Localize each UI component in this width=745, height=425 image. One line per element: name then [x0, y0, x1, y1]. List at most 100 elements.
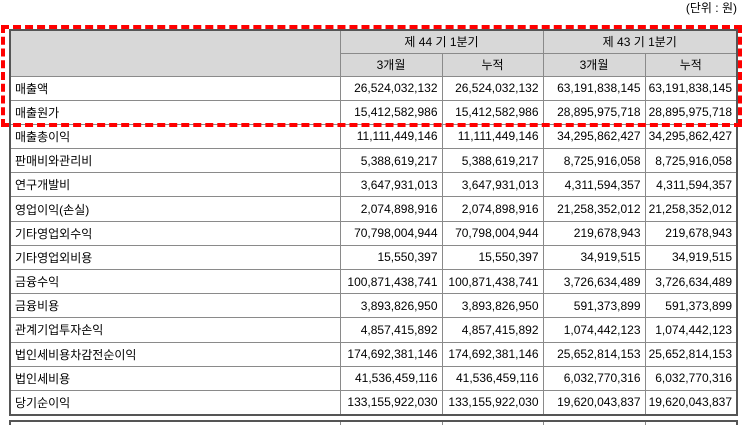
cell-period43-3months: 3,726,634,489: [542, 268, 646, 295]
table-body: 매출액 26,524,032,132 26,524,032,132 63,191…: [9, 75, 738, 416]
cell-period44-3months: 4,857,415,892: [339, 317, 443, 343]
cell-period43-cumulative: 3,726,634,489: [644, 268, 738, 295]
cell-period43-cumulative: 34,295,862,427: [644, 123, 738, 150]
cell-period44-3months: 3,893,826,950: [339, 293, 443, 319]
table-row: 연구개발비 3,647,931,013 3,647,931,013 4,311,…: [9, 172, 738, 198]
cell-period43-cumulative: 8,725,916,058: [644, 148, 738, 174]
cell-period43-cumulative: 6,032,770,316: [644, 365, 738, 391]
cell-period44-3months: 2,074,898,916: [339, 196, 443, 222]
cell-period44-3months: 3,647,931,013: [339, 172, 443, 198]
table-row: 금융비용 3,893,826,950 3,893,826,950 591,373…: [9, 293, 738, 319]
subcol-43-cumulative: 누적: [644, 52, 738, 77]
row-label: 금융수익: [9, 268, 341, 295]
row-label: 연구개발비: [9, 172, 341, 198]
row-label: 법인세비용: [9, 365, 341, 391]
table-row: 기타영업외수익 70,798,004,944 70,798,004,944 21…: [9, 220, 738, 246]
cell-period44-3months: 70,798,004,944: [339, 220, 443, 246]
cell-period43-3months: 19,620,043,837: [542, 389, 646, 416]
cell-period44-3months: 11,111,449,146: [339, 123, 443, 150]
table-row: 법인세비용 41,536,459,116 41,536,459,116 6,03…: [9, 365, 738, 391]
cell-period44-cumulative: 5,388,619,217: [441, 148, 544, 174]
cell-period44-cumulative: 100,871,438,741: [441, 268, 544, 295]
row-label: 당기순이익: [9, 389, 341, 416]
sliver-row: [9, 420, 738, 425]
table-row: 당기순이익 133,155,922,030 133,155,922,030 19…: [9, 389, 738, 416]
subcol-44-3months: 3개월: [339, 52, 443, 77]
row-label: 관계기업투자손익: [9, 317, 341, 343]
cell-period43-cumulative: 219,678,943: [644, 220, 738, 246]
unit-label: (단위 : 원): [685, 1, 737, 15]
cell-period44-cumulative: 15,550,397: [441, 244, 544, 271]
table-row: 영업이익(손실) 2,074,898,916 2,074,898,916 21,…: [9, 196, 738, 222]
cell-period43-3months: 8,725,916,058: [542, 148, 646, 174]
cell-period44-cumulative: 15,412,582,986: [441, 99, 544, 125]
cell-period43-3months: 28,895,975,718: [542, 99, 646, 125]
cell-period43-3months: 591,373,899: [542, 293, 646, 319]
cell-period43-3months: 34,295,862,427: [542, 123, 646, 150]
cell-period43-cumulative: 25,652,814,153: [644, 341, 738, 367]
cell-period44-3months: 41,536,459,116: [339, 365, 443, 391]
cell-period44-3months: 174,692,381,146: [339, 341, 443, 367]
cell-period43-cumulative: 21,258,352,012: [644, 196, 738, 222]
row-label: 매출액: [9, 75, 341, 101]
cell-period43-cumulative: 19,620,043,837: [644, 389, 738, 416]
table-row: 매출총이익 11,111,449,146 11,111,449,146 34,2…: [9, 123, 738, 150]
cell-period44-cumulative: 11,111,449,146: [441, 123, 544, 150]
row-label: 금융비용: [9, 293, 341, 319]
cell-period44-3months: 26,524,032,132: [339, 75, 443, 101]
cell-period44-cumulative: 3,893,826,950: [441, 293, 544, 319]
cell-period43-cumulative: 34,919,515: [644, 244, 738, 271]
cell-period44-3months: 15,412,582,986: [339, 99, 443, 125]
cell-period44-cumulative: 4,857,415,892: [441, 317, 544, 343]
table-row: 법인세비용차감전순이익 174,692,381,146 174,692,381,…: [9, 341, 738, 367]
cell-period43-cumulative: 591,373,899: [644, 293, 738, 319]
row-label-header-cell: [9, 29, 341, 77]
table-row: 매출원가 15,412,582,986 15,412,582,986 28,89…: [9, 99, 738, 125]
table-row: 매출액 26,524,032,132 26,524,032,132 63,191…: [9, 75, 738, 101]
col-group-period-43: 제 43 기 1분기: [542, 29, 738, 54]
row-label: 매출원가: [9, 99, 341, 125]
cell-period44-3months: 100,871,438,741: [339, 268, 443, 295]
table-row: 관계기업투자손익 4,857,415,892 4,857,415,892 1,0…: [9, 317, 738, 343]
header-row-subcols: 3개월 누적 3개월 누적: [10, 52, 738, 77]
row-label: 판매비와관리비: [9, 148, 341, 174]
cell-period44-3months: 133,155,922,030: [339, 389, 443, 416]
row-label: 매출총이익: [9, 123, 341, 150]
cell-period44-cumulative: 70,798,004,944: [441, 220, 544, 246]
row-label: 기타영업외비용: [9, 244, 341, 271]
cell-period43-3months: 63,191,838,145: [542, 75, 646, 101]
table-row: 금융수익 100,871,438,741 100,871,438,741 3,7…: [9, 268, 738, 295]
cell-period43-3months: 1,074,442,123: [542, 317, 646, 343]
col-group-period-44: 제 44 기 1분기: [339, 29, 544, 54]
cell-period44-cumulative: 2,074,898,916: [441, 196, 544, 222]
subcol-44-cumulative: 누적: [441, 52, 544, 77]
cell-period44-cumulative: 133,155,922,030: [441, 389, 544, 416]
row-label: 기타영업외수익: [9, 220, 341, 246]
subcol-43-3months: 3개월: [542, 52, 646, 77]
cell-period44-3months: 5,388,619,217: [339, 148, 443, 174]
table-row: 판매비와관리비 5,388,619,217 5,388,619,217 8,72…: [9, 148, 738, 174]
cell-period43-3months: 21,258,352,012: [542, 196, 646, 222]
income-statement-table: 제 44 기 1분기 제 43 기 1분기 3개월 누적 3개월 누적 매출액 …: [9, 29, 738, 416]
cell-period43-3months: 6,032,770,316: [542, 365, 646, 391]
cell-period43-cumulative: 28,895,975,718: [644, 99, 738, 125]
cell-period44-cumulative: 41,536,459,116: [441, 365, 544, 391]
cell-period44-cumulative: 26,524,032,132: [441, 75, 544, 101]
cell-period44-cumulative: 3,647,931,013: [441, 172, 544, 198]
cell-period43-cumulative: 63,191,838,145: [644, 75, 738, 101]
next-table-sliver: [9, 420, 738, 425]
cell-period43-3months: 34,919,515: [542, 244, 646, 271]
cell-period43-cumulative: 1,074,442,123: [644, 317, 738, 343]
cell-period44-cumulative: 174,692,381,146: [441, 341, 544, 367]
cell-period43-cumulative: 4,311,594,357: [644, 172, 738, 198]
header-row-periods: 제 44 기 1분기 제 43 기 1분기: [9, 29, 738, 77]
row-label: 영업이익(손실): [9, 196, 341, 222]
cell-period43-3months: 25,652,814,153: [542, 341, 646, 367]
cell-period43-3months: 4,311,594,357: [542, 172, 646, 198]
table-header: 제 44 기 1분기 제 43 기 1분기 3개월 누적 3개월 누적: [9, 29, 738, 77]
cell-period43-3months: 219,678,943: [542, 220, 646, 246]
row-label: 법인세비용차감전순이익: [9, 341, 341, 367]
table-row: 기타영업외비용 15,550,397 15,550,397 34,919,515…: [9, 244, 738, 271]
cell-period44-3months: 15,550,397: [339, 244, 443, 271]
